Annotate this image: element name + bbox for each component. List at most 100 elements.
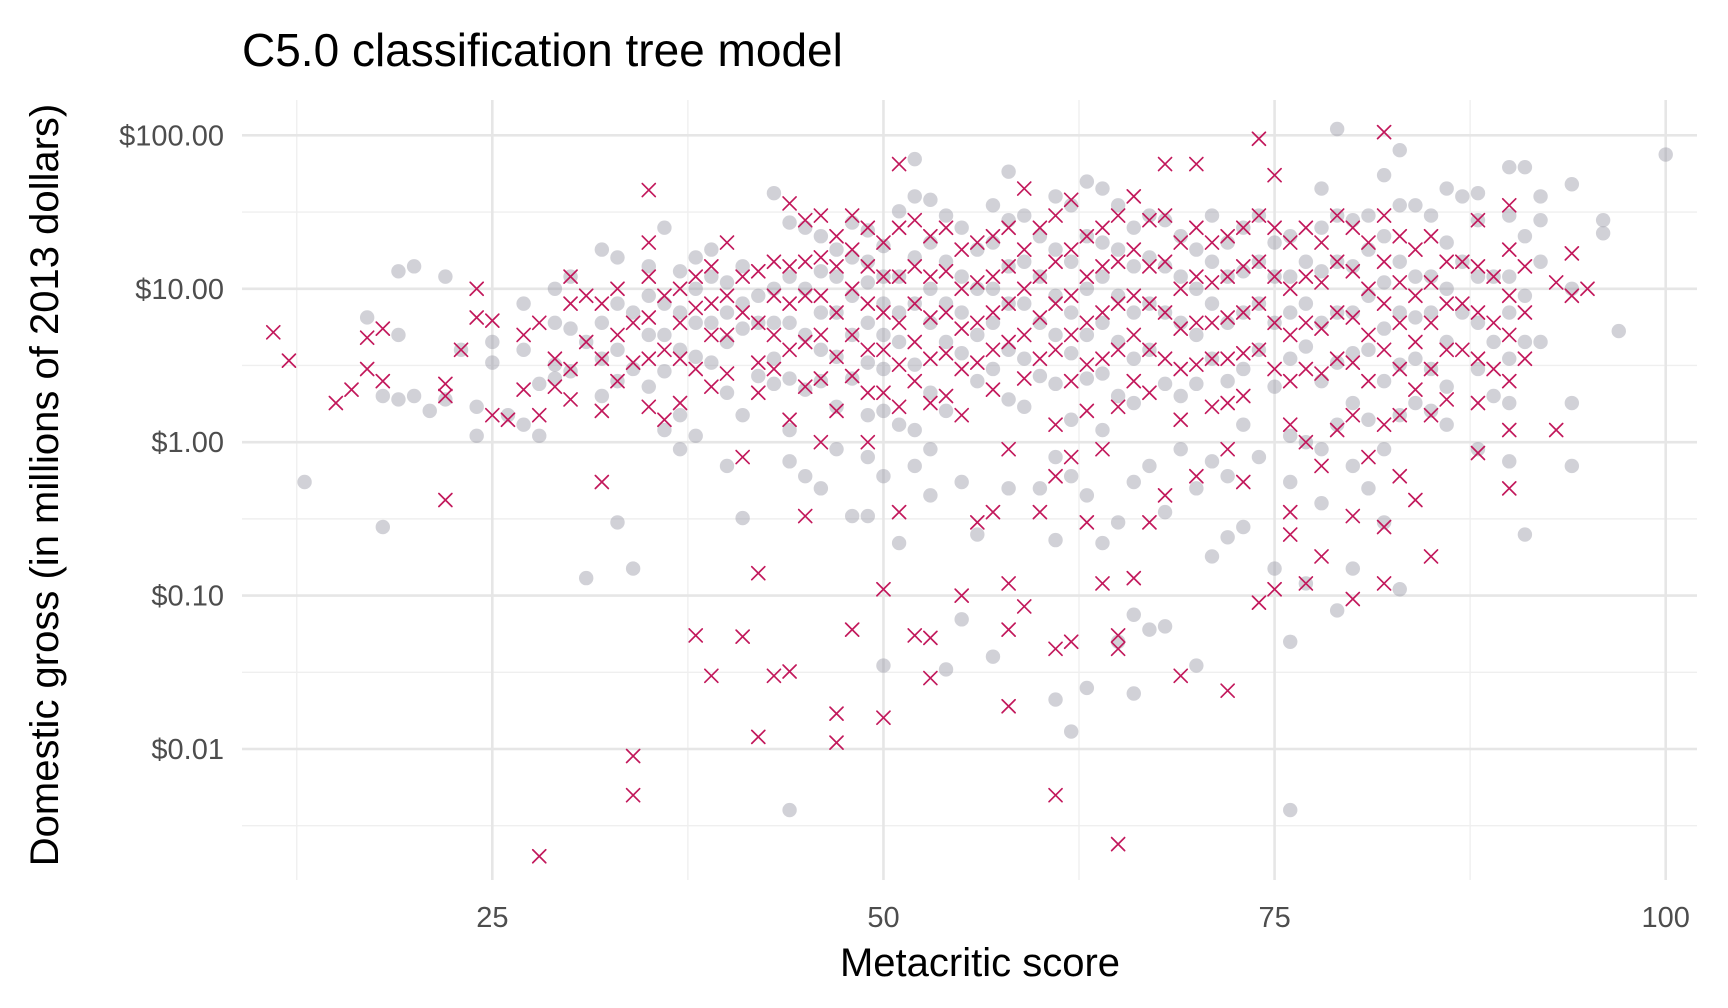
data-point-circle [813, 481, 829, 496]
data-point-cross [1173, 412, 1189, 428]
data-point-circle [1455, 189, 1470, 204]
data-point-cross [719, 366, 735, 381]
data-point-cross [1392, 468, 1408, 484]
data-point-circle [954, 474, 969, 490]
data-point-circle [657, 220, 672, 235]
data-point-cross [1110, 399, 1126, 415]
data-point-cross [1470, 305, 1486, 320]
data-point-circle [1595, 226, 1611, 241]
data-point-circle [1204, 254, 1220, 269]
data-point-cross [1454, 254, 1470, 270]
data-point-cross [891, 220, 907, 236]
data-point-circle [1173, 441, 1188, 457]
data-point-cross [1001, 576, 1016, 591]
data-point-circle [578, 570, 594, 586]
data-point-circle [1063, 346, 1079, 361]
data-point-circle [547, 315, 563, 331]
data-point-cross [985, 228, 1001, 244]
data-point-cross [1251, 208, 1267, 223]
data-point-cross [1486, 315, 1501, 331]
data-point-circle [1423, 305, 1439, 320]
data-point-circle [1095, 366, 1110, 381]
data-point-cross [1048, 468, 1063, 484]
data-point-cross [1235, 388, 1251, 404]
data-point-circle [1032, 315, 1048, 331]
data-point-cross [1282, 527, 1298, 542]
data-point-cross [938, 305, 954, 320]
data-point-circle [1110, 288, 1126, 303]
data-point-circle [1376, 167, 1392, 183]
data-point-circle [766, 351, 782, 366]
data-point-circle [1502, 160, 1517, 175]
data-point-circle [1439, 334, 1454, 350]
data-point-cross [688, 300, 704, 316]
data-point-circle [1048, 327, 1063, 343]
data-point-cross [1501, 481, 1517, 496]
data-point-circle [985, 315, 1001, 331]
data-point-circle [1220, 373, 1235, 389]
data-point-cross [954, 407, 970, 423]
data-point-cross [1392, 275, 1408, 290]
data-point-cross [829, 228, 844, 244]
data-point-circle [938, 296, 954, 311]
data-point-circle [359, 310, 375, 325]
data-point-cross [1126, 242, 1142, 257]
data-point-circle [829, 269, 844, 284]
data-point-circle [375, 388, 391, 404]
data-point-cross [954, 242, 970, 257]
data-point-cross [1001, 698, 1016, 714]
data-point-circle [1063, 412, 1079, 427]
data-point-circle [1126, 305, 1141, 320]
data-point-circle [938, 662, 954, 677]
data-point-cross [860, 342, 876, 358]
data-point-cross [547, 379, 563, 395]
data-point-circle [1048, 242, 1063, 257]
data-point-cross [1392, 407, 1408, 423]
data-point-circle [1236, 417, 1251, 432]
data-point-cross [1189, 357, 1204, 373]
data-point-cross [1251, 131, 1267, 147]
data-point-circle [516, 296, 531, 311]
data-point-circle [798, 327, 813, 343]
data-point-cross [438, 492, 453, 508]
data-point-circle [1267, 235, 1282, 250]
data-point-circle [1533, 189, 1548, 204]
data-point-circle [1376, 373, 1392, 389]
data-point-circle [923, 488, 938, 503]
data-point-circle [1220, 315, 1235, 331]
data-point-cross [1361, 449, 1376, 465]
data-point-cross [516, 382, 531, 397]
data-point-circle [532, 376, 547, 392]
data-point-circle [1251, 449, 1267, 465]
data-point-circle [719, 458, 735, 474]
data-point-circle [594, 388, 610, 404]
data-point-cross [1157, 305, 1173, 320]
data-point-circle [1517, 527, 1533, 542]
data-point-circle [1283, 305, 1298, 320]
data-point-cross [1173, 668, 1189, 684]
data-point-cross [1548, 275, 1564, 290]
data-point-cross [578, 288, 594, 304]
data-point-circle [657, 422, 672, 438]
data-point-circle [1470, 441, 1486, 457]
data-point-circle [1079, 680, 1095, 696]
data-point-circle [1095, 181, 1110, 196]
data-point-cross [782, 664, 797, 679]
data-point-circle [516, 417, 531, 432]
data-point-circle [1502, 454, 1517, 469]
data-point-cross [1095, 220, 1110, 236]
data-point-circle [782, 802, 797, 818]
data-point-cross [1095, 441, 1110, 457]
data-point-cross [1032, 351, 1048, 367]
data-point-cross [829, 258, 844, 274]
data-point-cross [1016, 371, 1032, 386]
data-point-circle [688, 349, 703, 365]
data-point-cross [1079, 403, 1095, 419]
data-point-circle [1361, 288, 1376, 303]
data-point-cross [1032, 269, 1048, 284]
data-point-circle [907, 189, 922, 204]
data-point-circle [688, 428, 703, 444]
data-point-cross [1501, 373, 1517, 389]
data-point-cross [1235, 305, 1251, 320]
data-point-circle [406, 388, 422, 404]
